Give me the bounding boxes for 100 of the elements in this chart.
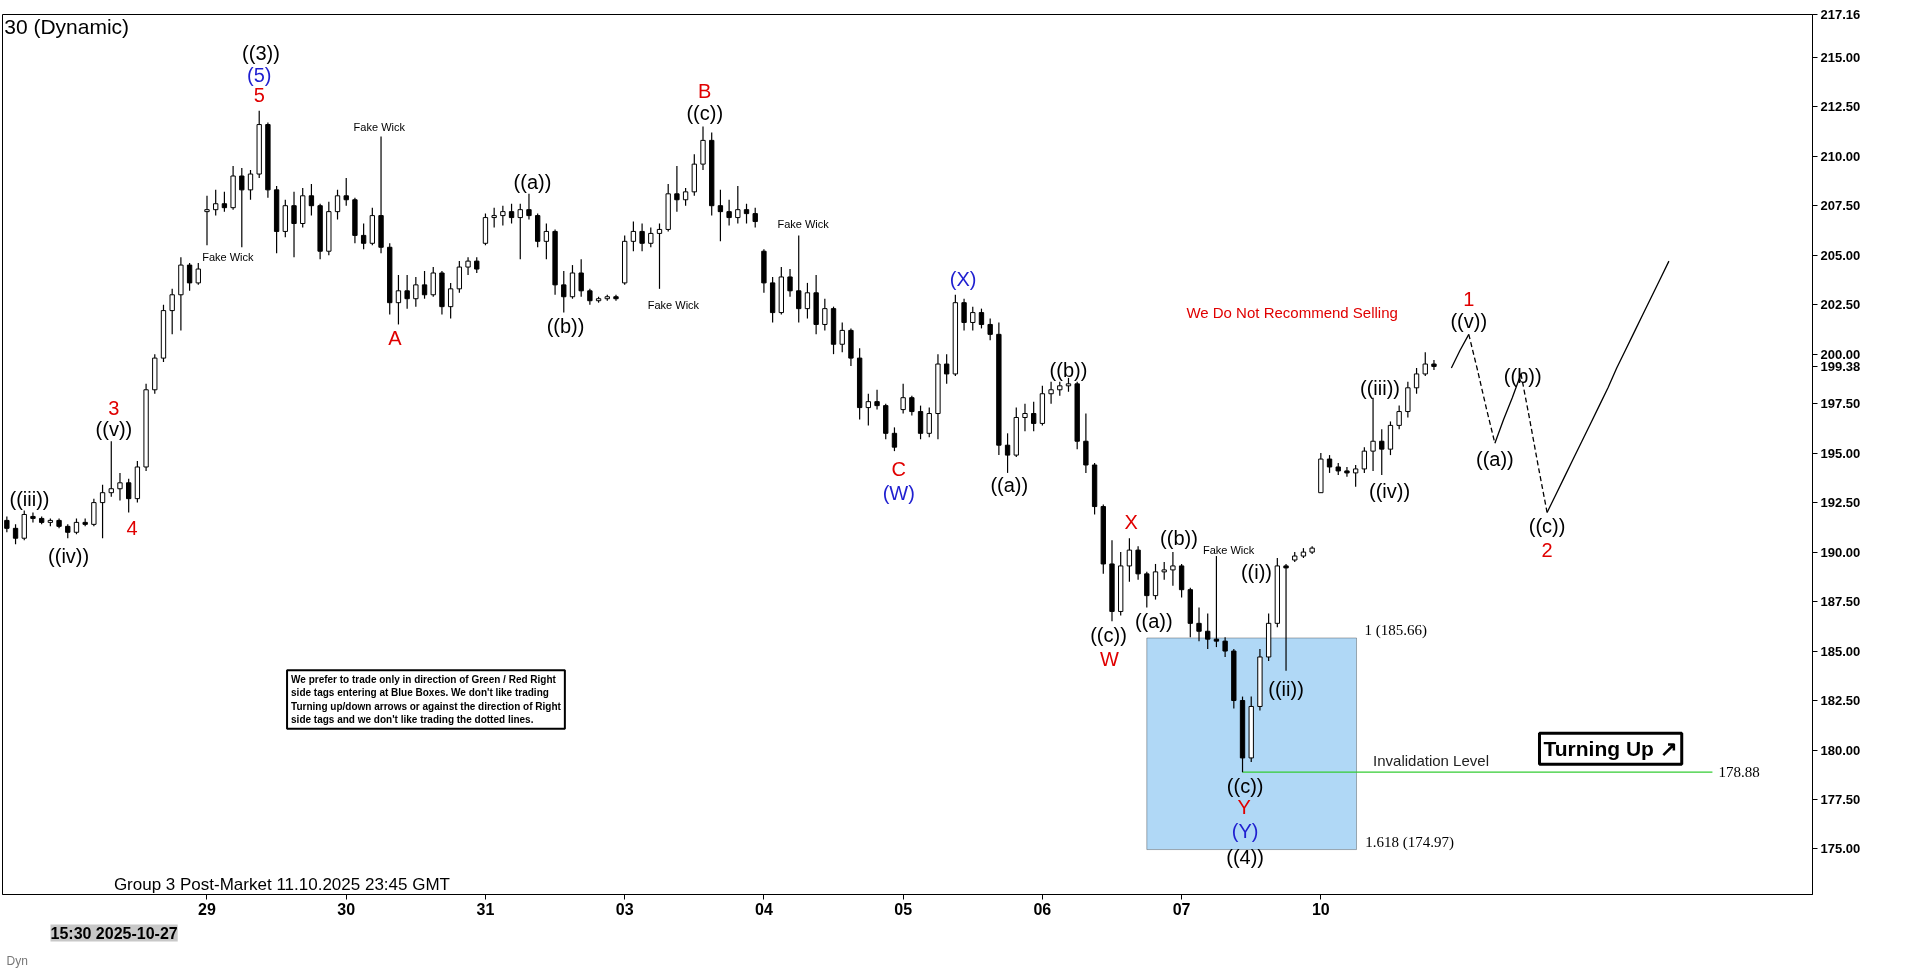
- y-tick-label: 202.50: [1820, 297, 1861, 313]
- annotation: W: [1099, 647, 1119, 670]
- candlestick: [926, 406, 932, 438]
- y-tick-label: 190.00: [1820, 544, 1861, 560]
- candlestick: [500, 205, 506, 227]
- candlestick: [943, 353, 950, 385]
- annotation: ((b)): [1503, 364, 1542, 387]
- candlestick: [221, 191, 228, 213]
- candlestick: [1004, 432, 1011, 474]
- candlestick: [726, 199, 732, 227]
- candlestick: [1344, 466, 1350, 478]
- candlestick: [1152, 563, 1159, 601]
- candlestick: [239, 167, 245, 248]
- candlestick: [804, 282, 811, 320]
- candlestick: [630, 220, 637, 252]
- y-tick-label: 182.50: [1820, 693, 1861, 709]
- candlestick: [1361, 446, 1368, 474]
- annotation: ((b)): [546, 315, 585, 338]
- annotation: Turning Up ↗: [1543, 737, 1678, 761]
- chart-title: 30 (Dynamic): [4, 15, 130, 39]
- annotation: ((i)): [1240, 560, 1272, 583]
- annotation: ((a)): [1476, 448, 1514, 471]
- candlestick: [1170, 551, 1176, 587]
- annotation: ((iv)): [1369, 479, 1411, 502]
- candlestick: [404, 274, 410, 310]
- annotation: ((v)): [95, 418, 133, 441]
- candlestick: [717, 189, 724, 242]
- y-tick-label: 192.50: [1820, 495, 1861, 511]
- candlestick: [360, 222, 367, 250]
- y-tick-label: 195.00: [1820, 445, 1861, 461]
- annotation: ((3)): [242, 42, 280, 65]
- candlestick: [656, 222, 663, 290]
- text: 15:30 2025-10-27: [50, 924, 178, 942]
- candlestick: [1396, 405, 1402, 430]
- annotation: ((4)): [1226, 845, 1265, 868]
- candlestick: [508, 203, 515, 225]
- annotation: ((c)): [1090, 624, 1127, 647]
- candlestick: [578, 258, 584, 298]
- candlestick: [674, 165, 680, 213]
- candlestick: [169, 288, 175, 335]
- candlestick: [186, 262, 193, 292]
- annotation: B: [698, 79, 712, 102]
- annotation: We prefer to trade only in direction of Green / Red Right side tags entering at Blue Boxes. We don't like trading Turning up/down arrows or against the direction of Right side tags and we don't like trading the dotted lines.: [291, 674, 562, 725]
- annotation: A: [388, 327, 403, 350]
- annotation: ((iii)): [1360, 376, 1401, 399]
- x-tick-label: 03: [615, 900, 634, 918]
- candlestick: [569, 264, 576, 300]
- annotation: ((ii)): [1268, 677, 1304, 700]
- candlestick: [117, 472, 123, 502]
- candlestick: [1379, 428, 1385, 476]
- candlestick: [909, 395, 915, 417]
- candlestick: [1431, 359, 1437, 371]
- candlestick: [970, 306, 976, 331]
- x-tick-label: 10: [1311, 900, 1330, 918]
- candlestick: [12, 523, 19, 545]
- candlestick: [1048, 381, 1054, 405]
- annotation: 1.618 (174.97): [1365, 833, 1454, 851]
- annotation: ((b)): [1160, 527, 1198, 550]
- candlestick: [700, 125, 706, 171]
- candlestick: [1387, 420, 1394, 456]
- candlestick: [917, 405, 924, 440]
- annotation: Fake Wick: [1202, 544, 1255, 557]
- candlestick: [1422, 351, 1428, 377]
- annotation: 3: [108, 396, 120, 419]
- annotation: C: [891, 457, 907, 480]
- candlestick: [204, 195, 210, 246]
- candlestick: [195, 262, 201, 286]
- annotation: Group 3 Post-Market 11.10.2025 23:45 GMT: [113, 874, 450, 894]
- candlestick: [796, 234, 802, 324]
- candlestick: [978, 308, 985, 330]
- candlestick: [735, 185, 741, 225]
- annotation: Y: [1237, 796, 1251, 819]
- annotation: ((a)): [513, 170, 552, 193]
- annotation: ((b)): [1049, 358, 1088, 381]
- y-tick-label: 185.00: [1820, 643, 1861, 659]
- candlestick: [822, 298, 828, 331]
- candlestick: [1413, 367, 1420, 395]
- candlestick: [987, 317, 993, 341]
- y-tick-label: 207.50: [1820, 198, 1861, 214]
- candlestick: [343, 177, 349, 207]
- y-tick-label: 187.50: [1820, 594, 1861, 610]
- annotation: (Y): [1231, 820, 1259, 843]
- annotation: ((c)): [1528, 515, 1566, 538]
- candlestick: [21, 509, 27, 541]
- candlestick: [961, 298, 967, 331]
- candlestick: [787, 268, 793, 298]
- annotation: ((iv)): [48, 545, 90, 568]
- text: Dyn: [6, 953, 28, 968]
- candlestick: [526, 193, 532, 221]
- x-tick-label: 30: [337, 900, 356, 918]
- annotation: (W): [882, 481, 915, 504]
- annotation: 1 (185.66): [1364, 621, 1427, 639]
- candlestick: [1405, 381, 1411, 419]
- candlestick: [413, 276, 419, 308]
- y-tick-label: 215.00: [1820, 49, 1861, 65]
- annotation: ((c)): [1226, 774, 1264, 797]
- candlestick: [743, 203, 750, 225]
- annotation: 4: [126, 517, 138, 540]
- candlestick: [1031, 401, 1037, 432]
- candlestick: [874, 389, 880, 411]
